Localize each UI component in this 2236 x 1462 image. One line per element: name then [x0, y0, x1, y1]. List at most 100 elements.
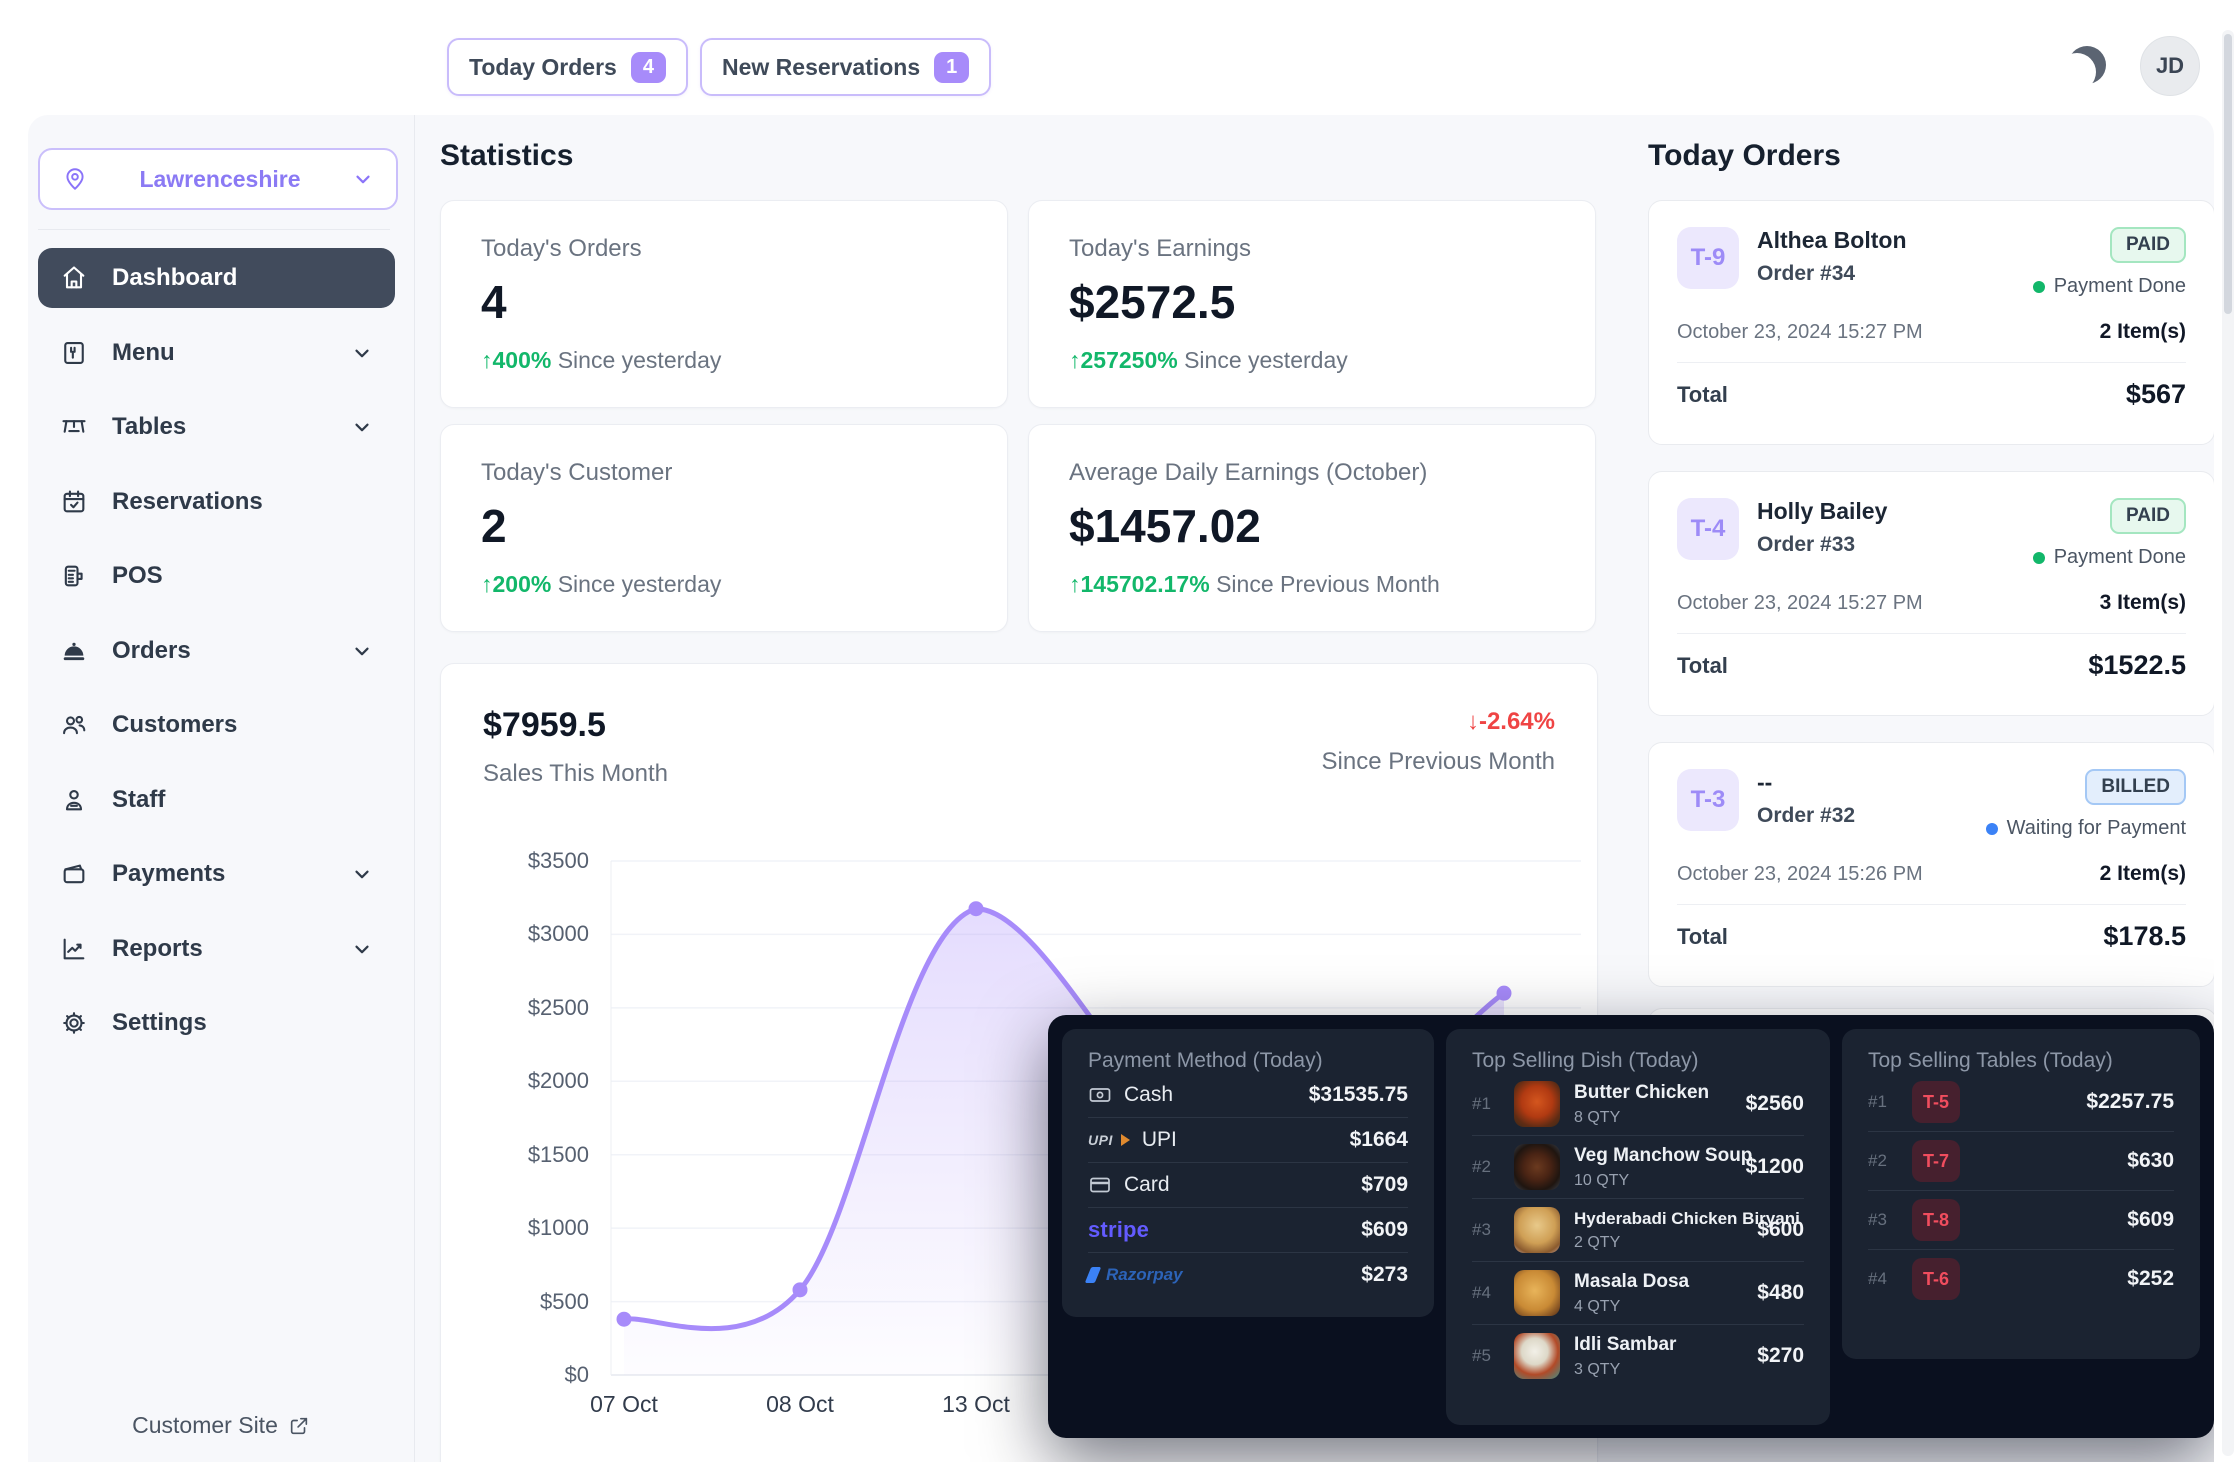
sales-change: ↓-2.64%: [1466, 708, 1555, 735]
sidebar-item-payments[interactable]: Payments: [38, 844, 395, 904]
chevron-down-icon: [351, 640, 373, 662]
sidebar-item-reservations[interactable]: Reservations: [38, 472, 395, 532]
x-axis-tick: 08 Oct: [766, 1391, 834, 1417]
stat-label: Today's Orders: [481, 235, 642, 262]
new-reservations-button-label: New Reservations: [722, 53, 921, 80]
new-reservations-button[interactable]: New Reservations 1: [700, 38, 992, 96]
dish-row: #1 Butter Chicken 8 QTY $2560: [1472, 1073, 1804, 1136]
top-selling-tables-title: Top Selling Tables (Today): [1868, 1049, 2113, 1072]
payment-method-panel: Payment Method (Today) Cash $31535.75 UP…: [1062, 1029, 1434, 1317]
reports-chart-icon: [63, 938, 85, 960]
stat-value: $2572.5: [1069, 276, 1236, 328]
dish-row: #4 Masala Dosa 4 QTY $480: [1472, 1262, 1804, 1325]
order-datetime: October 23, 2024 15:27 PM: [1677, 591, 1923, 614]
order-items-count: 3 Item(s): [2099, 591, 2186, 614]
sidebar-item-pos[interactable]: POS: [38, 546, 395, 606]
table-rank-row: #3 T-8 $609: [1868, 1191, 2174, 1250]
sidebar-item-reports[interactable]: Reports: [38, 919, 395, 979]
payment-status-dot: [2032, 280, 2045, 293]
payment-row-stripe: stripe $609: [1088, 1208, 1408, 1253]
today-orders-button[interactable]: Today Orders 4: [447, 38, 688, 96]
order-card[interactable]: T-9 Althea Bolton Order #34 PAID Payment…: [1648, 200, 2214, 445]
y-axis-tick: $3500: [527, 848, 589, 873]
status-badge: PAID: [2110, 227, 2186, 263]
app-canvas: Lawrenceshire Dashboard Menu: [28, 115, 2214, 1462]
x-axis-tick: 07 Oct: [590, 1391, 658, 1417]
stat-value: $1457.02: [1069, 500, 1261, 552]
table-badge: T-9: [1677, 227, 1739, 289]
sidebar-item-label: Reports: [112, 935, 203, 962]
sidebar-item-label: Payments: [112, 860, 226, 887]
page-scrollbar-thumb[interactable]: [2224, 34, 2232, 314]
sidebar-item-tables[interactable]: Tables: [38, 397, 395, 457]
dish-image: [1514, 1144, 1560, 1190]
chevron-down-icon: [351, 416, 373, 438]
x-axis-tick: 13 Oct: [942, 1391, 1010, 1417]
top-selling-tables-panel: Top Selling Tables (Today) #1 T-5 $2257.…: [1842, 1029, 2200, 1359]
wallet-icon: [63, 864, 85, 884]
customer-name: Althea Bolton: [1757, 227, 1907, 253]
payment-status-dot: [2032, 551, 2045, 564]
razorpay-logo-icon: [1084, 1267, 1102, 1283]
dish-row: #5 Idli Sambar 3 QTY $270: [1472, 1333, 1804, 1379]
sidebar-item-label: Menu: [112, 339, 175, 366]
y-axis-tick: $1500: [527, 1142, 589, 1167]
sidebar-item-label: POS: [112, 562, 163, 589]
stat-card-average-daily-earnings: Average Daily Earnings (October) $1457.0…: [1028, 424, 1596, 632]
order-card-divider: [1677, 904, 2186, 905]
dark-mode-toggle-moon-icon[interactable]: [2068, 46, 2106, 84]
order-items-count: 2 Item(s): [2099, 862, 2186, 885]
sidebar-item-label: Settings: [112, 1009, 207, 1036]
payment-row-razorpay: Razorpay $273: [1084, 1253, 1408, 1297]
trend-up-arrow-icon: ↑: [1069, 571, 1081, 597]
map-pin-icon: [66, 168, 84, 190]
order-total: $1522.5: [2088, 650, 2186, 680]
stripe-logo: stripe: [1088, 1217, 1150, 1242]
credit-card-icon: [1090, 1177, 1110, 1193]
stat-value: 4: [481, 276, 507, 328]
location-selector[interactable]: Lawrenceshire: [38, 148, 398, 210]
payment-status: Payment Done: [2032, 546, 2186, 569]
sidebar-item-customers[interactable]: Customers: [38, 695, 395, 755]
payment-status: Waiting for Payment: [1985, 817, 2186, 840]
stat-card-todays-orders: Today's Orders 4 ↑400% Since yesterday: [440, 200, 1008, 408]
upi-logo: UPI: [1088, 1132, 1113, 1148]
sidebar-item-label: Orders: [112, 637, 191, 664]
sidebar-item-settings[interactable]: Settings: [38, 993, 395, 1053]
order-datetime: October 23, 2024 15:26 PM: [1677, 862, 1923, 885]
user-avatar[interactable]: JD: [2140, 36, 2200, 96]
sidebar-item-label: Customers: [112, 711, 238, 738]
table-badge: T-3: [1677, 769, 1739, 831]
order-card[interactable]: T-3 -- Order #32 BILLED Waiting for Paym…: [1648, 742, 2214, 987]
trend-up-arrow-icon: ↑: [481, 571, 493, 597]
sidebar-item-label: Dashboard: [112, 264, 238, 291]
menu-book-icon: [64, 342, 84, 364]
customer-site-label: Customer Site: [132, 1412, 278, 1438]
payment-status: Payment Done: [2032, 275, 2186, 298]
gear-icon: [63, 1012, 85, 1034]
sidebar-item-dashboard[interactable]: Dashboard: [38, 248, 395, 308]
order-total: $567: [2125, 379, 2186, 409]
order-number: Order #32: [1757, 804, 1856, 827]
sidebar-item-label: Tables: [112, 413, 187, 440]
avatar-initials: JD: [2155, 53, 2185, 78]
sidebar-item-orders[interactable]: Orders: [38, 621, 395, 681]
top-selling-dish-title: Top Selling Dish (Today): [1472, 1049, 1699, 1072]
total-label: Total: [1677, 652, 1728, 678]
table-rank-row: #4 T-6 $252: [1868, 1250, 2174, 1308]
table-badge-red: T-7: [1912, 1140, 1960, 1182]
y-axis-tick: $3000: [527, 921, 589, 946]
order-card[interactable]: T-4 Holly Bailey Order #33 PAID Payment …: [1648, 471, 2214, 716]
y-axis-tick: $0: [564, 1362, 589, 1387]
sidebar-item-menu[interactable]: Menu: [38, 323, 395, 383]
stat-card-todays-customer: Today's Customer 2 ↑200% Since yesterday: [440, 424, 1008, 632]
upi-arrow-icon: [1120, 1134, 1130, 1146]
dish-image: [1514, 1081, 1560, 1127]
sidebar-section-divider: [38, 229, 390, 230]
sidebar-item-staff[interactable]: Staff: [38, 770, 395, 830]
customer-site-link[interactable]: Customer Site: [28, 1412, 414, 1439]
y-axis-tick: $500: [540, 1289, 589, 1314]
page-scrollbar[interactable]: [2222, 30, 2234, 1456]
stat-card-todays-earnings: Today's Earnings $2572.5 ↑257250% Since …: [1028, 200, 1596, 408]
table-badge-red: T-8: [1912, 1199, 1960, 1241]
